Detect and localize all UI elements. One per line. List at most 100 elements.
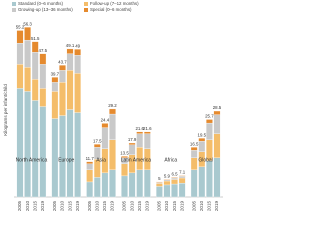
- bar-segment: [213, 133, 221, 158]
- bar-segment: [163, 179, 171, 180]
- total-label: 47.5: [39, 48, 48, 53]
- x-tick-label: 2019: [110, 200, 115, 211]
- total-label: 17.5: [93, 138, 102, 143]
- x-tick-label: 2015: [67, 200, 72, 211]
- bar-segment: [59, 82, 66, 116]
- bar-segment: [86, 161, 94, 164]
- region-label: North America: [16, 157, 48, 163]
- bar-segment: [31, 52, 39, 80]
- total-label: 6.5: [171, 172, 178, 177]
- bar-segment: [16, 30, 24, 44]
- x-tick-label: 2015: [102, 200, 107, 211]
- legend-swatch: [12, 8, 16, 12]
- region-label: Global: [198, 157, 212, 163]
- bar-segment: [163, 180, 171, 186]
- bar-segment: [171, 179, 178, 185]
- bar-segment: [143, 131, 151, 134]
- x-tick-label: 2019: [40, 200, 45, 211]
- legend-label: Follow-up (7–12 months): [90, 1, 139, 6]
- bar-segment: [190, 157, 198, 171]
- bar-segment: [59, 65, 66, 71]
- bar-segment: [51, 118, 59, 198]
- total-label: 21.6: [143, 126, 152, 131]
- x-tick-label: 2005: [157, 200, 162, 211]
- bar-segment: [128, 172, 136, 198]
- bar-segment: [39, 106, 47, 198]
- bar-segment: [155, 183, 163, 187]
- region-label: Latin America: [121, 157, 152, 163]
- total-label: 21.6: [135, 126, 144, 131]
- bar-segment: [51, 77, 59, 83]
- total-label: 43.7: [58, 59, 67, 64]
- bar-segment: [190, 147, 198, 151]
- bar-segment: [121, 175, 128, 198]
- legend-swatch: [84, 8, 88, 12]
- bar-segment: [198, 138, 206, 142]
- bar-segment: [178, 182, 186, 198]
- bar-segment: [66, 109, 74, 198]
- x-tick-label: 2010: [25, 200, 30, 211]
- total-label: 5: [158, 176, 161, 181]
- x-tick-label: 2015: [172, 200, 177, 211]
- total-label: 49: [75, 43, 80, 48]
- x-tick-label: 2019: [214, 200, 219, 211]
- bar-segment: [101, 127, 109, 149]
- bar-segment: [74, 73, 81, 113]
- x-tick-label: 2010: [60, 200, 65, 211]
- legend-label: Special (0–6 months): [90, 7, 132, 12]
- x-tick-label: 2010: [129, 200, 134, 211]
- bar-segment: [136, 169, 144, 198]
- total-label: 16.5: [190, 141, 199, 146]
- bar-segment: [16, 88, 24, 198]
- legend-label: Growing-up (13–36 months): [18, 7, 73, 12]
- x-tick-label: 2005: [191, 200, 196, 211]
- total-label: 17.9: [128, 137, 137, 142]
- bar-segment: [206, 122, 213, 140]
- bar-segment: [171, 183, 178, 198]
- bar-segment: [66, 48, 74, 54]
- bar-segment: [39, 53, 47, 65]
- bar-segment: [24, 27, 31, 41]
- bar-segment: [86, 181, 94, 198]
- bar-segment: [39, 64, 47, 89]
- bar-segment: [163, 179, 171, 182]
- region-label: Africa: [164, 157, 177, 163]
- x-tick-label: 2010: [95, 200, 100, 211]
- bar-segment: [31, 41, 39, 53]
- bar-segment: [136, 133, 144, 148]
- bar-segment: [178, 177, 186, 184]
- page: {"chart_data": {"type": "stacked-bar", "…: [3, 1, 223, 212]
- x-tick-label: 2019: [179, 200, 184, 211]
- total-label: 5.9: [164, 173, 171, 178]
- bar-segment: [86, 169, 94, 183]
- bar-segment: [136, 131, 144, 134]
- bar-segment: [206, 119, 213, 124]
- bar-segment: [109, 169, 116, 198]
- legend-label: Standard (0–6 months): [18, 1, 63, 6]
- x-tick-label: 2005: [52, 200, 57, 211]
- y-axis-label: Kilograms per infant/child: [3, 84, 8, 136]
- bar-segment: [198, 166, 206, 198]
- x-tick-label: 2010: [199, 200, 204, 211]
- bar-segment: [31, 79, 39, 101]
- bar-segment: [121, 156, 128, 158]
- bar-segment: [213, 157, 221, 198]
- region-label: Europe: [58, 157, 74, 163]
- x-tick-label: 2015: [137, 200, 142, 211]
- total-label: 55.2: [16, 25, 25, 30]
- legend-swatch: [84, 2, 88, 6]
- x-tick-label: 2005: [87, 200, 92, 211]
- bar-segment: [24, 67, 31, 92]
- bar-segment: [101, 172, 109, 198]
- legend-swatch: [12, 2, 16, 6]
- total-label: 56.3: [23, 21, 32, 26]
- bar-segment: [39, 88, 47, 107]
- bar-segment: [143, 169, 151, 198]
- bar-segment: [171, 177, 178, 179]
- bar-segment: [16, 64, 24, 89]
- total-label: 13.5: [120, 150, 129, 155]
- total-label: 19.5: [198, 132, 207, 137]
- bar-segment: [74, 55, 81, 74]
- bar-segment: [74, 112, 81, 198]
- total-label: 7.1: [179, 170, 186, 175]
